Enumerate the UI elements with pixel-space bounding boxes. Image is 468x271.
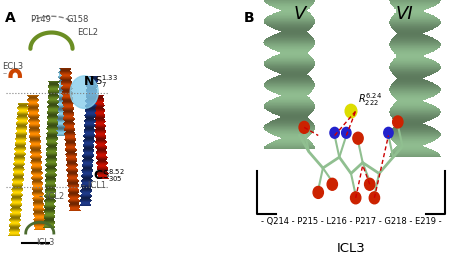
Circle shape bbox=[313, 186, 323, 198]
Ellipse shape bbox=[70, 76, 98, 108]
Circle shape bbox=[393, 116, 403, 128]
Text: ICL3: ICL3 bbox=[336, 242, 366, 255]
Text: P149: P149 bbox=[30, 15, 51, 24]
Text: ECL3: ECL3 bbox=[2, 62, 23, 71]
Text: C: C bbox=[94, 169, 102, 182]
Circle shape bbox=[330, 127, 339, 138]
Circle shape bbox=[327, 178, 337, 190]
Text: A: A bbox=[5, 11, 15, 25]
Text: $\mathregular{S_7^{1.33}}$: $\mathregular{S_7^{1.33}}$ bbox=[95, 73, 117, 90]
Text: VI: VI bbox=[396, 5, 414, 23]
Text: ECL2: ECL2 bbox=[77, 28, 98, 37]
Text: ICL3: ICL3 bbox=[37, 238, 55, 247]
Text: B: B bbox=[243, 11, 254, 25]
Text: – ICL1: – ICL1 bbox=[80, 181, 106, 190]
Circle shape bbox=[369, 192, 380, 204]
Text: $R_{222}^{6.24}$: $R_{222}^{6.24}$ bbox=[358, 91, 382, 108]
Text: - Q214 - P215 - L216 - P217 - G218 - E219 -: - Q214 - P215 - L216 - P217 - G218 - E21… bbox=[261, 217, 441, 225]
Text: N: N bbox=[84, 75, 95, 88]
Circle shape bbox=[345, 104, 357, 118]
Text: –: – bbox=[2, 69, 7, 78]
Circle shape bbox=[353, 132, 363, 144]
Circle shape bbox=[299, 121, 309, 133]
Text: V: V bbox=[293, 5, 306, 23]
Text: G158: G158 bbox=[67, 15, 89, 24]
Text: $\mathregular{S_{305}^{8.52}}$: $\mathregular{S_{305}^{8.52}}$ bbox=[102, 167, 124, 184]
Circle shape bbox=[365, 178, 375, 190]
Circle shape bbox=[342, 127, 351, 138]
Circle shape bbox=[384, 127, 393, 138]
Text: – ICL2: – ICL2 bbox=[38, 192, 64, 201]
Circle shape bbox=[351, 192, 361, 204]
